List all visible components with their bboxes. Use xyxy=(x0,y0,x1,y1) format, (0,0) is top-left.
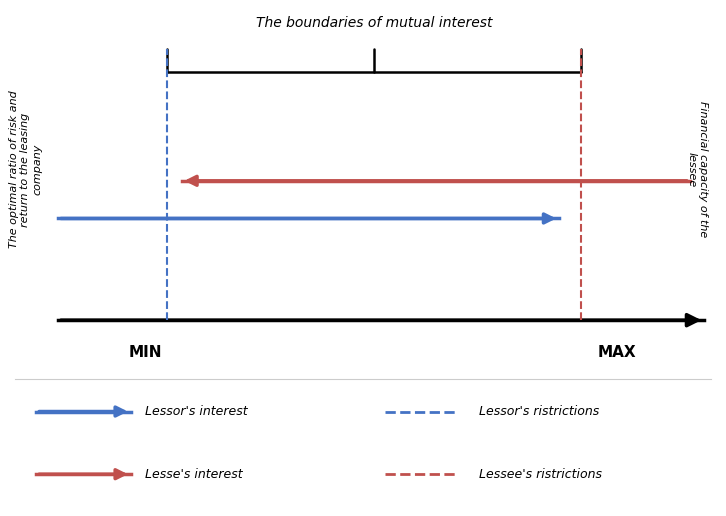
Text: The boundaries of mutual interest: The boundaries of mutual interest xyxy=(256,16,492,30)
Text: Lessee's ristrictions: Lessee's ristrictions xyxy=(479,467,602,481)
Text: The optimal ratio of risk and
return to the leasing
company: The optimal ratio of risk and return to … xyxy=(9,91,42,248)
Text: MIN: MIN xyxy=(129,345,162,360)
Text: Lessor's ristrictions: Lessor's ristrictions xyxy=(479,405,600,418)
Text: Lesse's interest: Lesse's interest xyxy=(145,467,242,481)
Text: MAX: MAX xyxy=(597,345,637,360)
Text: Lessor's interest: Lessor's interest xyxy=(145,405,248,418)
Text: Financial capacity of the
lessee: Financial capacity of the lessee xyxy=(686,101,708,238)
